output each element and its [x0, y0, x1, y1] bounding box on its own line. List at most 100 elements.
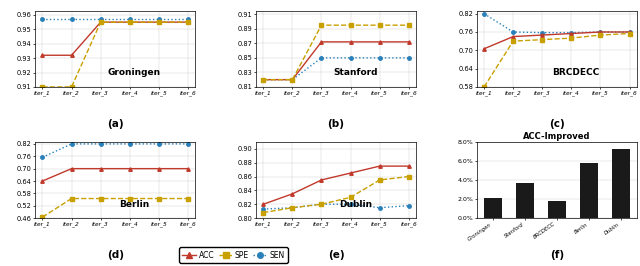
ACC [126, 167, 134, 170]
ACC [126, 20, 134, 24]
SEN [259, 207, 267, 211]
Line: SEN: SEN [483, 12, 631, 34]
SPE [259, 78, 267, 81]
SPE [155, 20, 163, 24]
SPE [317, 203, 325, 206]
SPE [568, 36, 575, 40]
SPE [596, 34, 604, 37]
ACC [376, 164, 383, 168]
Line: SPE: SPE [262, 175, 410, 214]
ACC [155, 20, 163, 24]
ACC [626, 30, 634, 34]
SPE [405, 24, 413, 27]
ACC [405, 164, 413, 168]
SPE [289, 78, 296, 81]
ACC [480, 47, 488, 50]
ACC [184, 167, 192, 170]
Text: Dublin: Dublin [339, 200, 372, 209]
Bar [484, 198, 502, 218]
SEN [184, 142, 192, 146]
Text: BRCDECC: BRCDECC [552, 68, 600, 77]
SEN [626, 30, 634, 34]
SEN [259, 78, 267, 81]
ACC [509, 35, 517, 38]
Line: ACC: ACC [41, 20, 189, 57]
SEN [347, 203, 355, 206]
ACC [317, 40, 325, 43]
SEN [317, 203, 325, 206]
Text: (e): (e) [328, 250, 344, 260]
ACC [538, 34, 546, 37]
ACC [376, 40, 383, 43]
SEN [376, 206, 383, 209]
Text: Berlin: Berlin [119, 200, 150, 209]
ACC [38, 179, 46, 182]
SPE [538, 38, 546, 41]
Line: SPE: SPE [41, 20, 189, 89]
ACC [97, 167, 104, 170]
SPE [126, 197, 134, 200]
SPE [97, 197, 104, 200]
SEN [68, 142, 76, 146]
SEN [347, 56, 355, 60]
SPE [376, 178, 383, 182]
ACC [596, 30, 604, 34]
ACC [97, 20, 104, 24]
Line: SEN: SEN [41, 18, 189, 21]
Text: (a): (a) [107, 119, 124, 128]
SEN [155, 18, 163, 21]
ACC [68, 167, 76, 170]
Line: SPE: SPE [262, 23, 410, 81]
Bar [612, 149, 630, 218]
Line: ACC: ACC [483, 30, 631, 51]
SPE [626, 32, 634, 35]
Text: Groningen: Groningen [108, 68, 161, 77]
Text: (b): (b) [328, 119, 344, 128]
Line: SEN: SEN [262, 56, 410, 81]
SEN [289, 78, 296, 81]
ACC [347, 40, 355, 43]
ACC [317, 178, 325, 182]
SPE [347, 196, 355, 199]
Bar [516, 183, 534, 218]
ACC [155, 167, 163, 170]
SPE [376, 24, 383, 27]
SPE [126, 20, 134, 24]
ACC [259, 203, 267, 206]
SPE [317, 24, 325, 27]
ACC [38, 54, 46, 57]
SEN [289, 206, 296, 209]
SEN [97, 18, 104, 21]
SPE [289, 206, 296, 209]
SEN [376, 56, 383, 60]
Bar [580, 163, 598, 218]
Legend: ACC, SPE, SEN: ACC, SPE, SEN [179, 247, 288, 263]
SPE [184, 20, 192, 24]
SPE [38, 85, 46, 89]
SPE [509, 40, 517, 43]
Line: SEN: SEN [262, 202, 410, 211]
SEN [38, 18, 46, 21]
Line: ACC: ACC [262, 164, 410, 206]
ACC [405, 40, 413, 43]
SPE [68, 197, 76, 200]
Text: (d): (d) [107, 250, 124, 260]
Line: SPE: SPE [41, 197, 189, 219]
SPE [68, 85, 76, 89]
SEN [596, 30, 604, 34]
SPE [184, 197, 192, 200]
SPE [405, 175, 413, 178]
SEN [538, 31, 546, 34]
ACC [68, 54, 76, 57]
ACC [184, 20, 192, 24]
SPE [38, 215, 46, 219]
Bar [548, 201, 566, 218]
SPE [259, 211, 267, 214]
SEN [509, 30, 517, 34]
SEN [405, 56, 413, 60]
SEN [568, 31, 575, 34]
SEN [184, 18, 192, 21]
SEN [38, 156, 46, 159]
SPE [480, 85, 488, 89]
Line: SEN: SEN [41, 142, 189, 159]
